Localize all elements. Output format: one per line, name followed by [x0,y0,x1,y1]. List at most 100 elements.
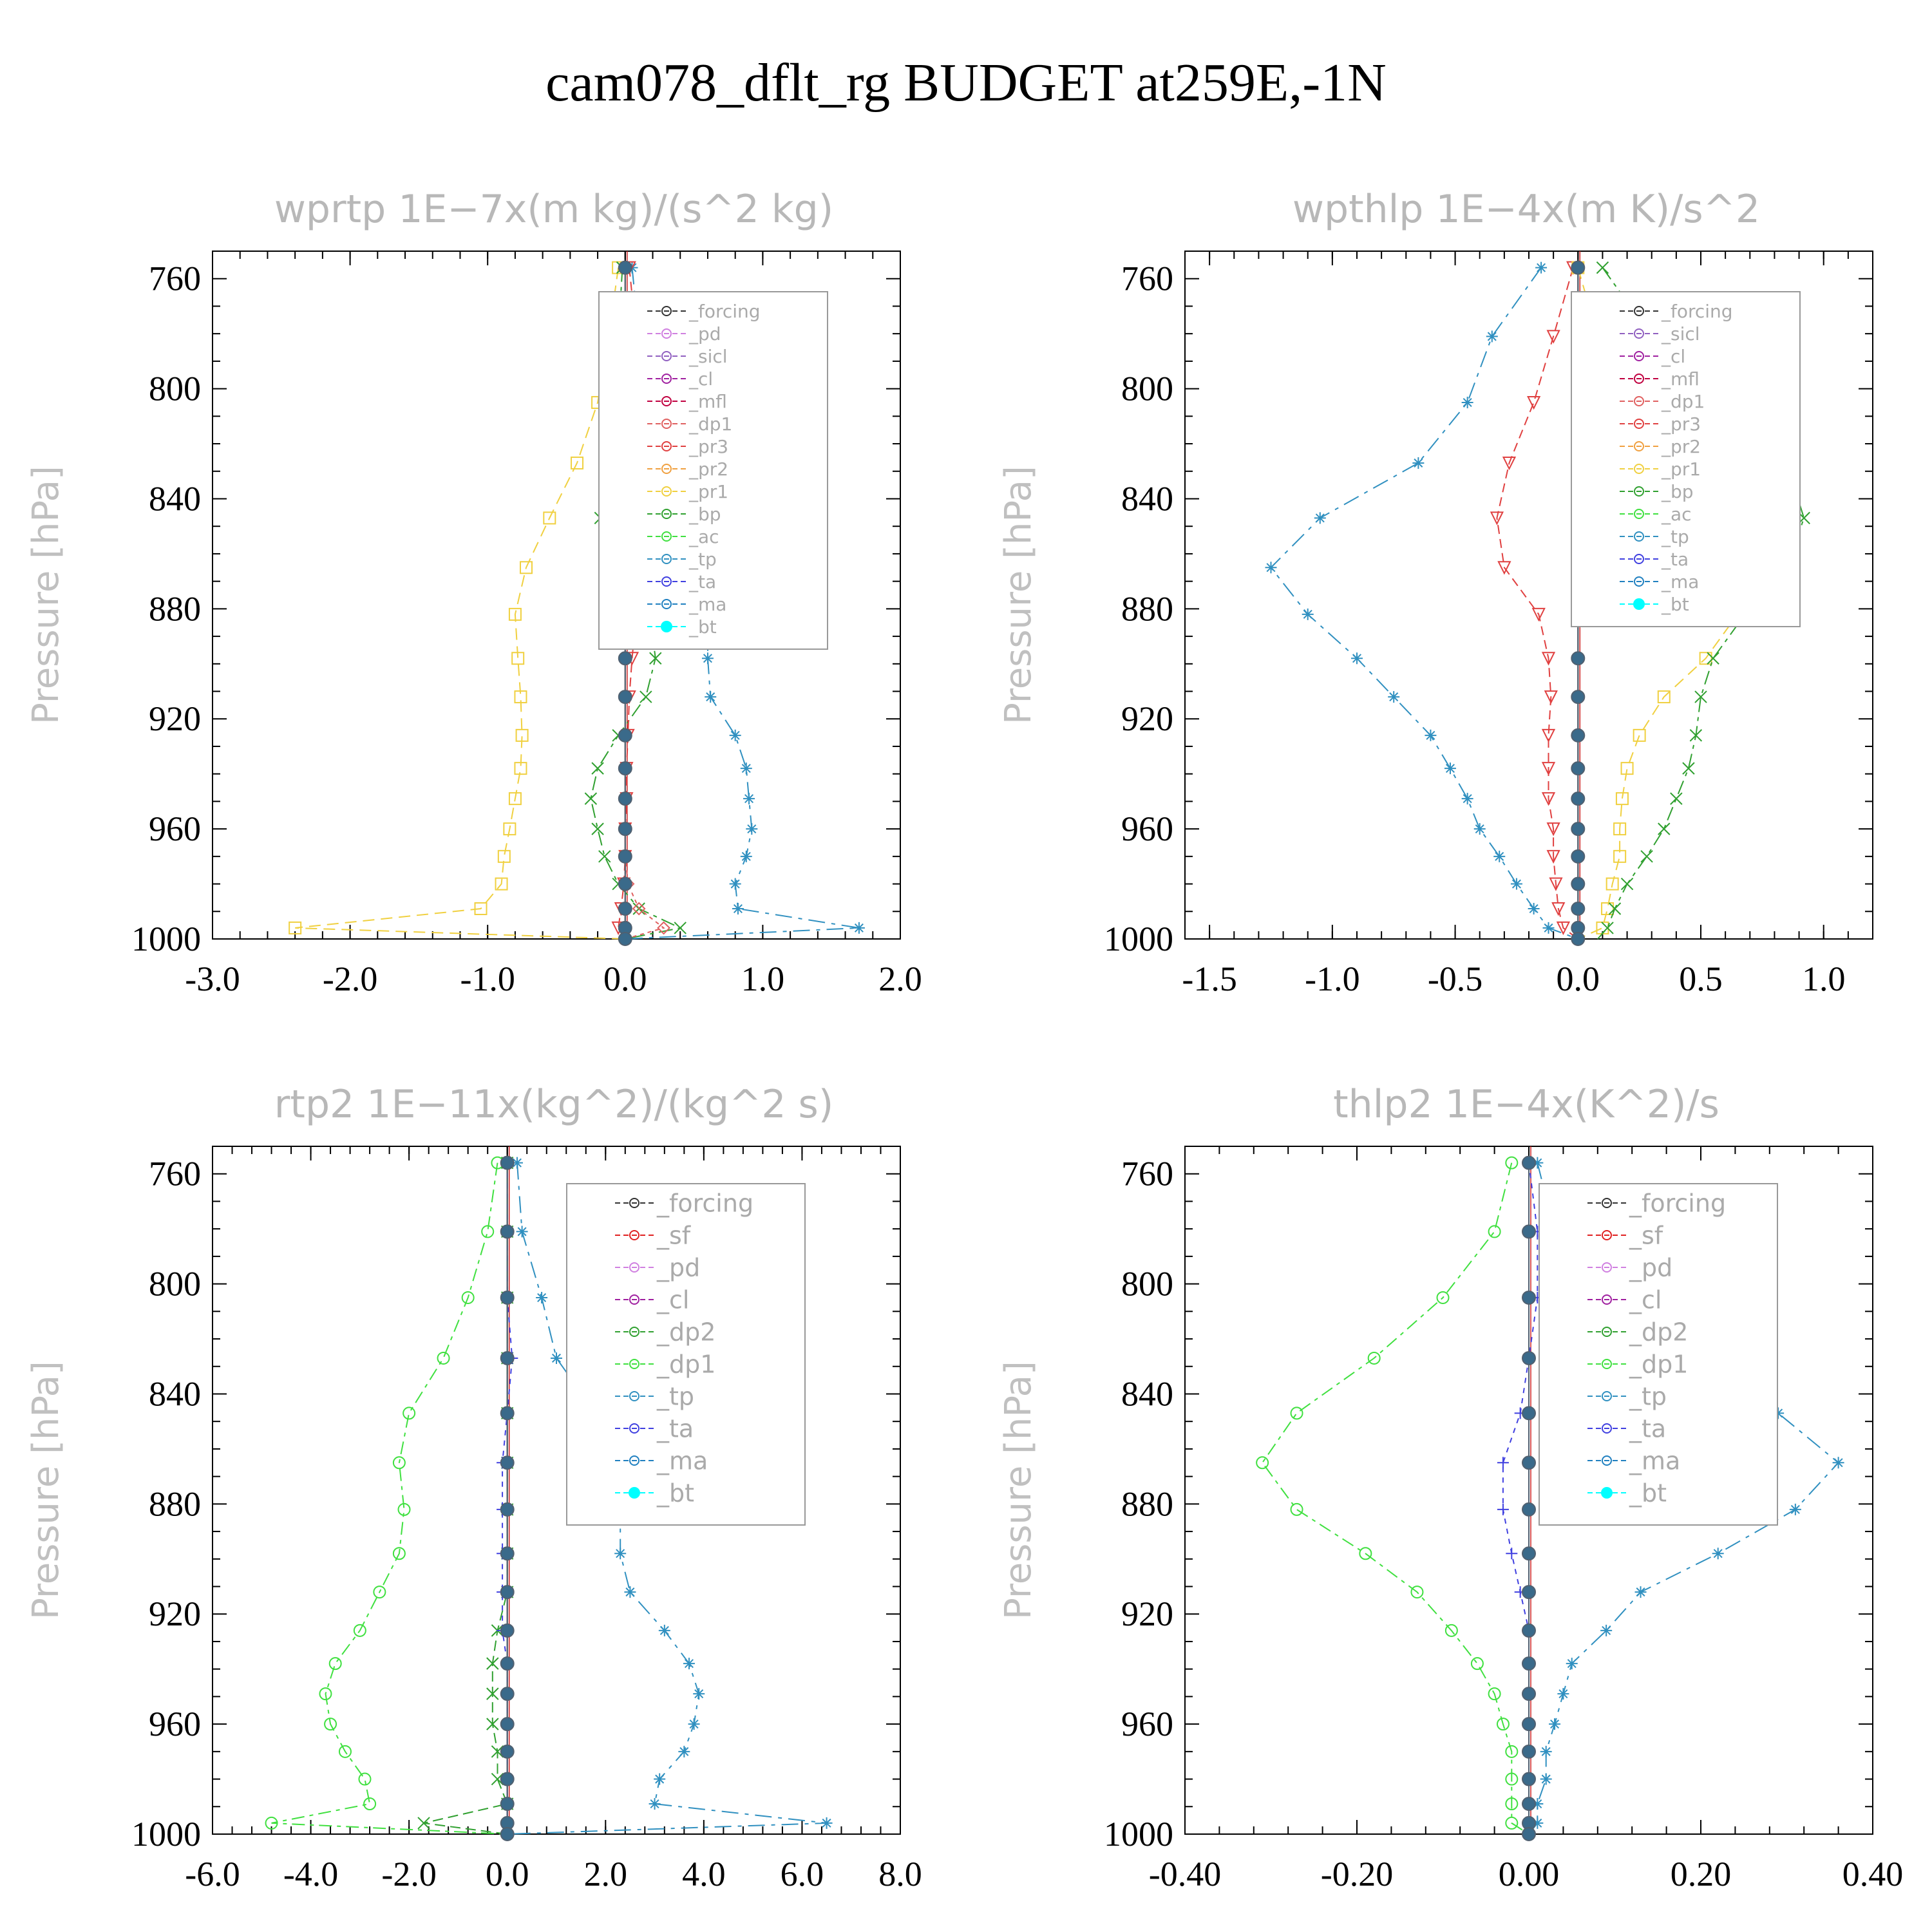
series-point-ac [481,1225,495,1238]
legend-entry: _ma [656,1446,708,1475]
y-tick-label: 800 [149,370,201,408]
legend-marker [629,1230,639,1240]
legend-marker [1634,351,1644,361]
series-point-pr1 [1633,728,1646,742]
series-point-tp [1528,903,1540,915]
series-point-bt [1522,1717,1536,1732]
legend-entry: _dp2 [656,1318,715,1346]
y-tick-label: 960 [1121,1705,1173,1743]
legend-entry: _pr1 [688,481,728,502]
series-point-bt [1571,822,1586,837]
legend-marker [661,621,672,632]
series-point-bp [1601,922,1614,934]
series-point-ta [1497,1503,1509,1515]
x-tick-label: -1.0 [460,960,515,998]
x-tick-label: 1.0 [741,960,785,998]
x-tick-label: -0.20 [1321,1855,1393,1893]
panel-1: 760 800 840 880 920 960 1000-1.5 -1.0 -0.5 0.0 0.5… [998,251,1873,998]
series-point-bt [1571,791,1586,806]
series-point-tp [1557,1688,1569,1700]
series-point-ta [1506,1548,1518,1560]
legend-entry: _cl [688,368,713,390]
series-point-tp [1549,1718,1561,1730]
legend-entry: _ac [1661,504,1692,525]
panel-title-rtp2: rtp2 1E−11x(kg^2)/(kg^2 s) [274,1082,834,1127]
series-point-bt [618,651,632,666]
series-point-bp [1608,902,1622,915]
series-point-bt [618,849,632,864]
series-point-bt [1522,1546,1536,1561]
legend-marker [1634,374,1644,384]
legend-entry: _sicl [688,346,728,367]
series-point-pr1 [474,902,488,916]
series-point-bp [584,792,598,805]
legend-entry: _pr1 [1661,459,1701,480]
y-tick-label: 800 [1121,370,1173,408]
series-point-ac [265,1816,278,1830]
legend-entry: _pr2 [688,459,728,480]
series-point-bt [500,1585,515,1600]
series-point-bp [649,652,662,665]
series-point-bt [1571,902,1586,916]
series-point-bt [500,1290,515,1305]
legend-entry: _dp1 [688,413,732,435]
series-point-pr1 [497,849,511,863]
series-point-bp [1620,877,1634,891]
x-tick-label: 4.0 [682,1855,726,1893]
series-point-bt [1522,1350,1536,1365]
series-point-ac [319,1687,332,1701]
series-point-pr3 [1490,511,1504,526]
series-point-bt [1522,1290,1536,1305]
legend-marker [1634,509,1644,519]
series-point-tp [1302,608,1314,620]
y-tick-label: 1000 [1104,1815,1173,1853]
legend-entry: _mfl [688,391,727,412]
series-line-tp [1270,267,1578,940]
y-tick-label: 760 [149,1155,201,1193]
series-point-tp [1566,1658,1578,1670]
y-tick-label: 920 [1121,1595,1173,1633]
series-point-bt [618,761,632,776]
panel-title-thlp2: thlp2 1E−4x(K^2)/s [1333,1082,1719,1127]
legend-marker [629,1198,639,1208]
series-point-bt [1522,1623,1536,1638]
series-point-pr1 [514,690,527,704]
legend-entry: _tp [1661,526,1689,547]
legend-marker [661,306,672,316]
x-tick-label: 0.0 [1557,960,1600,998]
series-point-ac [328,1657,342,1671]
series-point-pr1 [503,822,516,836]
series-point-ac [461,1291,475,1304]
series-point-bt [1522,1744,1536,1759]
legend-marker [629,1455,639,1466]
series-point-pr3 [1531,607,1546,622]
series-point-bp [1670,792,1683,805]
series-point-bt [1522,1687,1536,1701]
series-point-bt [500,1406,515,1421]
series-point-bt [1522,1797,1536,1812]
legend-marker [661,531,672,542]
series-line-pr1 [295,267,625,940]
series-point-tp [1388,691,1400,703]
panel-3: 760 800 840 880 920 960 1000-0.40 -0.20 0.00 0.20… [998,1146,1903,1893]
series-point-tp [853,922,865,934]
series-point-bt [1522,1772,1536,1786]
series-point-bt [618,822,632,837]
series-line-ac [271,1162,507,1835]
legend-entry: _ta [656,1414,694,1443]
series-point-bt [1522,1224,1536,1239]
series-point-bp [1640,850,1653,863]
series-point-tp [654,1773,666,1785]
legend-marker [1602,1230,1612,1240]
y-tick-label: 800 [149,1265,201,1303]
series-point-bt [618,728,632,743]
series-point-bt [500,1502,515,1517]
y-tick-label: 800 [1121,1265,1173,1303]
series-point-bt [500,1744,515,1759]
legend-entry: _dp1 [656,1350,715,1378]
series-point-bt [500,1717,515,1732]
series-point-ac [353,1624,366,1637]
y-axis-label: Pressure [hPa] [25,1361,67,1620]
x-tick-label: -4.0 [283,1855,338,1893]
panel-2: 760 800 840 880 920 960 1000-6.0 -4.0 -2.0 0.0 2.0… [25,1146,922,1893]
